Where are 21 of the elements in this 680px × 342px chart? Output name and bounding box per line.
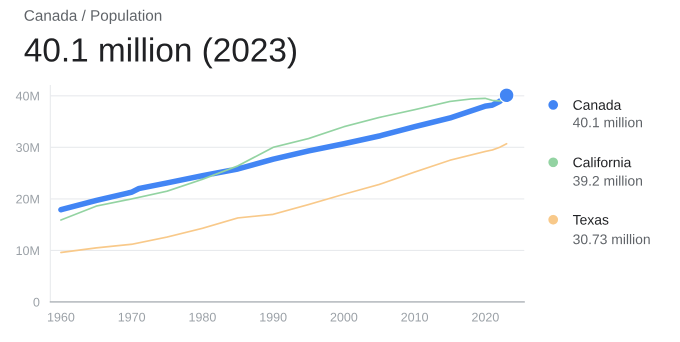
y-tick-label: 30M: [16, 143, 39, 152]
chart-subtitle: 40.1 million (2023): [24, 37, 296, 68]
y-tick-label: 20M: [16, 194, 39, 204]
legend-label: Texas: [572, 215, 608, 225]
y-tick-label: 10M: [16, 246, 39, 256]
legend-label: Canada: [573, 100, 622, 110]
x-tick-label: 1980: [189, 312, 216, 322]
x-tick-label: 1990: [260, 312, 287, 322]
y-tick-label: 40M: [16, 92, 39, 100]
legend-label: California: [573, 157, 632, 168]
x-tick-label: 2020: [472, 312, 499, 322]
x-tick-label: 1970: [118, 312, 146, 322]
chart-title: Canada / Population: [24, 10, 162, 24]
text: 30.73 million: [573, 234, 650, 244]
x-tick-label: 1960: [48, 312, 74, 322]
line-series: [60, 142, 508, 254]
x-tick-label: 2010: [401, 312, 428, 322]
text: 40.1 million: [572, 117, 642, 128]
x-tick-label: 2000: [330, 312, 358, 322]
text: 39.2 million: [573, 176, 642, 186]
y-tick-label: 0: [33, 298, 40, 307]
